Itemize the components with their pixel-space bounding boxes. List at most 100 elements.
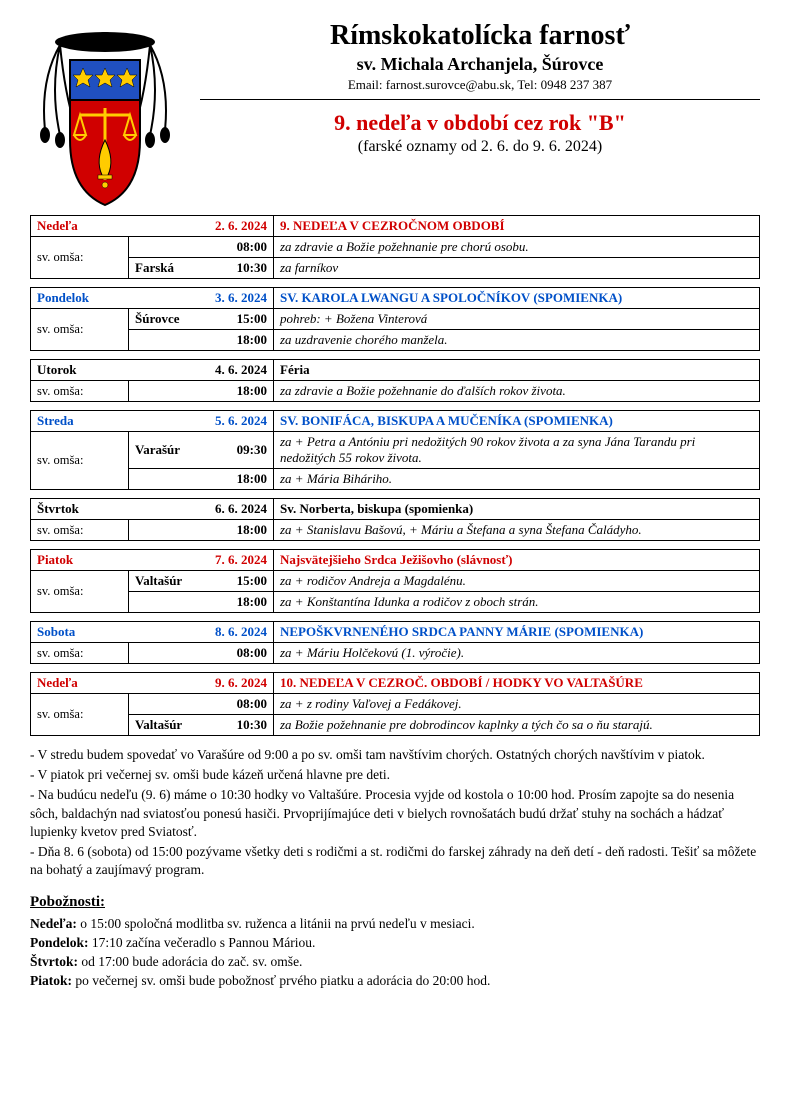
devotion-day: Piatok:: [30, 973, 72, 988]
devotion-line: Pondelok: 17:10 začína večeradlo s Panno…: [30, 934, 760, 952]
parish-subtitle: sv. Michala Archanjela, Šúrovce: [200, 54, 760, 75]
mass-intention: za + Máriu Holčekovú (1. výročie).: [274, 643, 760, 664]
mass-intention: za + Stanislavu Bašovú, + Máriu a Štefan…: [274, 520, 760, 541]
mass-label: sv. omša:: [31, 694, 129, 736]
mass-label: sv. omša:: [31, 571, 129, 613]
header: Rímskokatolícka farnosť sv. Michala Arch…: [30, 20, 760, 215]
mass-time: 18:00: [211, 381, 274, 402]
day-table: Piatok7. 6. 2024Najsvätejšieho Srdca Jež…: [30, 549, 760, 613]
devotion-line: Štvrtok: od 17:00 bude adorácia do zač. …: [30, 953, 760, 971]
day-name: Nedeľa: [31, 673, 129, 694]
mass-time: 18:00: [211, 330, 274, 351]
mass-place: [129, 237, 212, 258]
feast-name: Féria: [274, 360, 760, 381]
mass-time: 15:00: [211, 309, 274, 330]
day-date: 2. 6. 2024: [129, 216, 274, 237]
mass-time: 08:00: [211, 643, 274, 664]
mass-time: 08:00: [211, 694, 274, 715]
day-date: 6. 6. 2024: [129, 499, 274, 520]
week-range: (farské oznamy od 2. 6. do 9. 6. 2024): [200, 138, 760, 156]
day-date: 5. 6. 2024: [129, 411, 274, 432]
day-name: Piatok: [31, 550, 129, 571]
day-table: Štvrtok6. 6. 2024Sv. Norberta, biskupa (…: [30, 498, 760, 541]
header-text: Rímskokatolícka farnosť sv. Michala Arch…: [200, 20, 760, 168]
mass-time: 18:00: [211, 469, 274, 490]
mass-place: Varašúr: [129, 432, 212, 469]
mass-intention: za Božie požehnanie pre dobrodincov kapl…: [274, 715, 760, 736]
feast-name: 9. NEDEĽA V CEZROČNOM OBDOBÍ: [274, 216, 760, 237]
feast-name: 10. NEDEĽA V CEZROČ. OBDOBÍ / HODKY VO V…: [274, 673, 760, 694]
mass-place: [129, 469, 212, 490]
mass-intention: za + rodičov Andreja a Magdalénu.: [274, 571, 760, 592]
divider: [200, 99, 760, 100]
day-table: Utorok4. 6. 2024Féria sv. omša: 18:00za zd…: [30, 359, 760, 402]
mass-time: 10:30: [211, 715, 274, 736]
feast-name: SV. BONIFÁCA, BISKUPA A MUČENÍKA (SPOMIE…: [274, 411, 760, 432]
mass-time: 09:30: [211, 432, 274, 469]
mass-intention: za zdravie a Božie požehnanie pre chorú …: [274, 237, 760, 258]
mass-place: [129, 694, 212, 715]
mass-place: Farská: [129, 258, 212, 279]
mass-place: Valtašúr: [129, 715, 212, 736]
day-name: Pondelok: [31, 288, 129, 309]
devotion-day: Pondelok:: [30, 935, 89, 950]
day-name: Utorok: [31, 360, 129, 381]
mass-intention: za + Konštantína Idunka a rodičov z oboc…: [274, 592, 760, 613]
week-title: 9. nedeľa v období cez rok "B": [200, 110, 760, 136]
day-date: 4. 6. 2024: [129, 360, 274, 381]
devotion-line: Piatok: po večernej sv. omši bude pobožn…: [30, 972, 760, 990]
mass-label: sv. omša:: [31, 432, 129, 490]
mass-label: sv. omša:: [31, 381, 129, 402]
mass-place: [129, 330, 212, 351]
mass-intention: za zdravie a Božie požehnanie do ďalších…: [274, 381, 760, 402]
schedule-container: Nedeľa2. 6. 20249. NEDEĽA V CEZROČNOM OB…: [30, 215, 760, 736]
day-table: Streda5. 6. 2024SV. BONIFÁCA, BISKUPA A …: [30, 410, 760, 490]
devotion-text: o 15:00 spoločná modlitba sv. ruženca a …: [77, 916, 475, 931]
mass-place: [129, 592, 212, 613]
mass-intention: pohreb: + Božena Vinterová: [274, 309, 760, 330]
day-date: 7. 6. 2024: [129, 550, 274, 571]
notes-section: - V stredu budem spovedať vo Varašúre od…: [30, 746, 760, 880]
mass-place: [129, 520, 212, 541]
mass-time: 15:00: [211, 571, 274, 592]
mass-time: 10:30: [211, 258, 274, 279]
devotion-day: Štvrtok:: [30, 954, 78, 969]
devotion-day: Nedeľa:: [30, 916, 77, 931]
devotion-line: Nedeľa: o 15:00 spoločná modlitba sv. ru…: [30, 915, 760, 933]
day-name: Streda: [31, 411, 129, 432]
mass-label: sv. omša:: [31, 309, 129, 351]
mass-place: Šúrovce: [129, 309, 212, 330]
mass-label: sv. omša:: [31, 520, 129, 541]
mass-intention: za + Petra a Antóniu pri nedožitých 90 r…: [274, 432, 760, 469]
mass-place: Valtašúr: [129, 571, 212, 592]
day-table: Nedeľa2. 6. 20249. NEDEĽA V CEZROČNOM OB…: [30, 215, 760, 279]
mass-label: sv. omša:: [31, 643, 129, 664]
day-name: Nedeľa: [31, 216, 129, 237]
feast-name: Najsvätejšieho Srdca Ježišovho (slávnosť…: [274, 550, 760, 571]
parish-contact: Email: farnost.surovce@abu.sk, Tel: 0948…: [200, 77, 760, 93]
mass-place: [129, 381, 212, 402]
mass-time: 18:00: [211, 592, 274, 613]
day-table: Nedeľa9. 6. 202410. NEDEĽA V CEZROČ. OBD…: [30, 672, 760, 736]
day-date: 8. 6. 2024: [129, 622, 274, 643]
day-table: Pondelok3. 6. 2024SV. KAROLA LWANGU A SP…: [30, 287, 760, 351]
day-name: Štvrtok: [31, 499, 129, 520]
mass-time: 08:00: [211, 237, 274, 258]
day-table: Sobota8. 6. 2024NEPOŠKVRNENÉHO SRDCA PAN…: [30, 621, 760, 664]
day-name: Sobota: [31, 622, 129, 643]
feast-name: NEPOŠKVRNENÉHO SRDCA PANNY MÁRIE (SPOMIE…: [274, 622, 760, 643]
devotions-list: Nedeľa: o 15:00 spoločná modlitba sv. ru…: [30, 915, 760, 991]
devotions-title: Pobožnosti:: [30, 894, 760, 911]
crest-image: [30, 20, 180, 215]
feast-name: Sv. Norberta, biskupa (spomienka): [274, 499, 760, 520]
mass-intention: za uzdravenie chorého manžela.: [274, 330, 760, 351]
devotion-text: 17:10 začína večeradlo s Pannou Máriou.: [89, 935, 316, 950]
mass-intention: za farníkov: [274, 258, 760, 279]
mass-intention: za + Mária Biháriho.: [274, 469, 760, 490]
note-line: - Na budúcu nedeľu (9. 6) máme o 10:30 h…: [30, 786, 760, 841]
note-line: - V piatok pri večernej sv. omši bude ká…: [30, 766, 760, 784]
mass-place: [129, 643, 212, 664]
mass-time: 18:00: [211, 520, 274, 541]
feast-name: SV. KAROLA LWANGU A SPOLOČNÍKOV (SPOMIEN…: [274, 288, 760, 309]
mass-label: sv. omša:: [31, 237, 129, 279]
